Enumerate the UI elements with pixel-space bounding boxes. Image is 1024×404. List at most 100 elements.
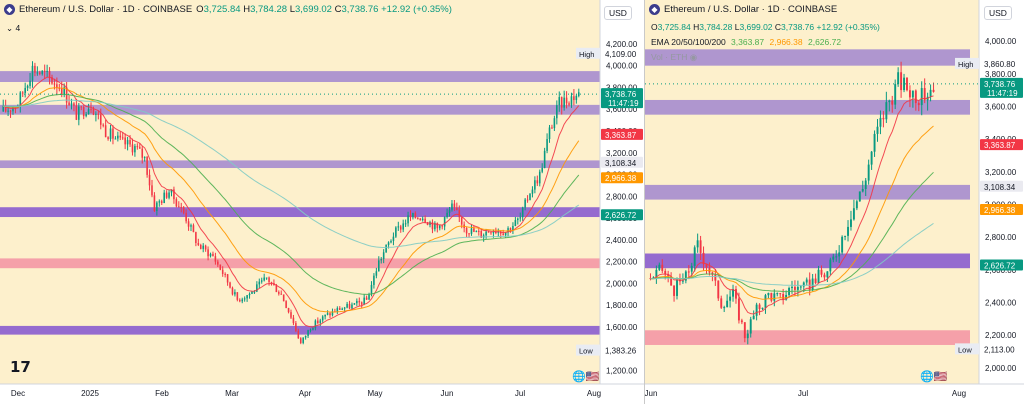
currency-button[interactable]: USD: [984, 6, 1012, 20]
candle-body: [746, 333, 749, 339]
candle-body: [46, 70, 48, 72]
candle-body: [441, 225, 443, 227]
high-price-badge: [980, 57, 1023, 69]
ema200-value-label: 2,626.72: [605, 211, 637, 220]
candle-body: [507, 228, 509, 233]
candle-body: [720, 298, 723, 308]
candle-body: [265, 277, 268, 279]
candle-body: [295, 323, 297, 331]
time-axis-tick: May: [367, 389, 382, 398]
ema20-value-badge: [601, 128, 643, 140]
candle-body: [343, 307, 346, 309]
candle-body: [723, 307, 726, 309]
candle-body: [431, 222, 434, 230]
ema-value: 3,363.87: [731, 37, 765, 47]
events-icon[interactable]: 🌐🇺🇸: [572, 371, 600, 383]
candle-body: [56, 84, 58, 88]
candle-body: [168, 192, 170, 198]
candle-body: [319, 320, 322, 324]
candle-body: [282, 294, 285, 302]
price-axis-tick: 3,800.00: [985, 70, 1017, 79]
candle-body: [2, 106, 5, 112]
indicator-toggle[interactable]: ⌄ 4: [6, 23, 20, 34]
candle-body: [375, 271, 378, 276]
candle-body: [70, 103, 73, 106]
candle-body: [714, 274, 717, 281]
candle-body: [351, 304, 353, 309]
candle-body: [63, 87, 65, 95]
candle-body: [421, 218, 424, 221]
candle-body: [231, 287, 234, 295]
candle-body: [107, 137, 109, 140]
candle-body: [7, 110, 9, 112]
price-chart-right[interactable]: 4,000.003,800.003,600.003,400.003,200.00…: [645, 0, 1024, 404]
candle-body: [131, 144, 134, 153]
price-axis-tick: 2,400.00: [985, 299, 1017, 308]
candle-body: [900, 72, 903, 91]
candle-body: [835, 256, 838, 258]
indicator-count: 4: [15, 23, 21, 33]
price-chart-left[interactable]: 4,200.004,000.003,800.003,600.003,400.00…: [0, 0, 644, 404]
time-axis-tick: Apr: [299, 389, 312, 398]
symbol-header[interactable]: ◆ Ethereum / U.S. Dollar · 1D · COINBASE…: [4, 4, 452, 15]
candle-body: [770, 292, 773, 301]
ema200-value-label: 2,626.72: [984, 261, 1016, 270]
high-price-tag: [955, 57, 979, 69]
candle-body: [290, 312, 292, 318]
support-resistance-zone: [0, 325, 600, 335]
candle-body: [121, 137, 124, 139]
candle-body: [687, 271, 690, 273]
candle-body: [253, 291, 256, 293]
candle-body: [180, 207, 183, 209]
candle-body: [48, 70, 51, 78]
candle-body: [779, 293, 782, 295]
candle-body: [187, 221, 190, 227]
candle-body: [195, 232, 197, 243]
candle-body: [19, 92, 22, 107]
price-axis-tick: 2,000.00: [985, 364, 1017, 373]
candle-body: [204, 245, 207, 250]
events-icon[interactable]: 🌐🇺🇸: [920, 371, 948, 383]
chart-panel-left[interactable]: ◆ Ethereum / U.S. Dollar · 1D · COINBASE…: [0, 0, 645, 404]
price-axis-tick: 3,800.00: [606, 83, 638, 92]
candle-body: [160, 201, 163, 203]
candle-body: [448, 209, 451, 213]
support-resistance-zone: [0, 71, 600, 82]
candle-body: [560, 97, 563, 108]
symbol-header[interactable]: ◆ Ethereum / U.S. Dollar · 1D · COINBASE: [649, 4, 837, 15]
symbol-title[interactable]: Ethereum / U.S. Dollar · 1D · COINBASE: [19, 4, 193, 15]
candle-body: [693, 247, 696, 266]
last-price-badge: [980, 77, 1023, 98]
candle-body: [460, 217, 463, 225]
eye-icon[interactable]: ◉: [689, 52, 698, 62]
candle-body: [817, 269, 820, 284]
currency-button[interactable]: USD: [604, 6, 632, 20]
candle-body: [743, 322, 746, 339]
candle-body: [696, 240, 699, 248]
candle-body: [553, 118, 556, 129]
candle-body: [847, 226, 849, 236]
candle-body: [735, 289, 737, 299]
candle-body: [417, 218, 419, 220]
candle-body: [717, 280, 720, 299]
support-resistance-zone: [0, 207, 600, 218]
chart-panel-right[interactable]: ◆ Ethereum / U.S. Dollar · 1D · COINBASE…: [645, 0, 1024, 404]
ema-legend[interactable]: EMA 20/50/100/200 3,363.87 2,966.38 2,62…: [651, 37, 841, 47]
candle-body: [368, 294, 370, 300]
price-axis-tick: 2,200.00: [985, 331, 1017, 340]
candle-body: [182, 207, 185, 213]
candle-body: [577, 92, 580, 96]
candle-body: [667, 274, 670, 277]
high-price-value: 3,860.80: [984, 60, 1016, 69]
candle-body: [146, 156, 148, 175]
candle-body: [275, 284, 278, 293]
candle-body: [568, 103, 570, 105]
volume-legend[interactable]: Vol · ETH ◉: [651, 52, 697, 63]
symbol-title[interactable]: Ethereum / U.S. Dollar · 1D · COINBASE: [664, 4, 838, 15]
candle-body: [811, 278, 814, 290]
candle-body: [299, 338, 302, 343]
candle-body: [207, 249, 209, 257]
candle-body: [82, 107, 85, 117]
candle-body: [414, 213, 417, 219]
candle-body: [726, 300, 729, 308]
